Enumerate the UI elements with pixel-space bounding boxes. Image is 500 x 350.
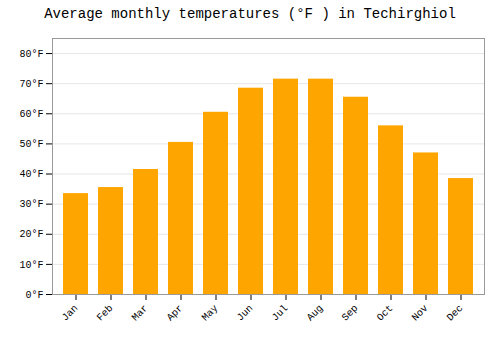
svg-text:60°F: 60°F (19, 109, 43, 120)
svg-text:30°F: 30°F (19, 199, 43, 210)
svg-text:Apr: Apr (165, 303, 186, 324)
svg-text:Sep: Sep (340, 303, 361, 324)
svg-text:40°F: 40°F (19, 169, 43, 180)
svg-text:50°F: 50°F (19, 139, 43, 150)
svg-text:Jul: Jul (270, 303, 291, 324)
svg-text:0°F: 0°F (25, 290, 43, 301)
svg-text:May: May (200, 303, 221, 324)
svg-text:Jan: Jan (60, 303, 81, 324)
html-text:Average monthly temperatures (: Average monthly temperatures (°F ) in Te… (44, 6, 456, 22)
svg-text:10°F: 10°F (19, 260, 43, 271)
svg-text:Mar: Mar (130, 303, 151, 324)
svg-text:80°F: 80°F (19, 49, 43, 60)
svg-text:Oct: Oct (375, 303, 396, 324)
svg-text:20°F: 20°F (19, 229, 43, 240)
svg-text:70°F: 70°F (19, 79, 43, 90)
svg-text:Nov: Nov (410, 303, 431, 324)
svg-text:Aug: Aug (305, 303, 326, 324)
svg-text:Jun: Jun (235, 303, 256, 324)
svg-text:Feb: Feb (95, 303, 116, 324)
svg-text:Dec: Dec (445, 303, 466, 324)
